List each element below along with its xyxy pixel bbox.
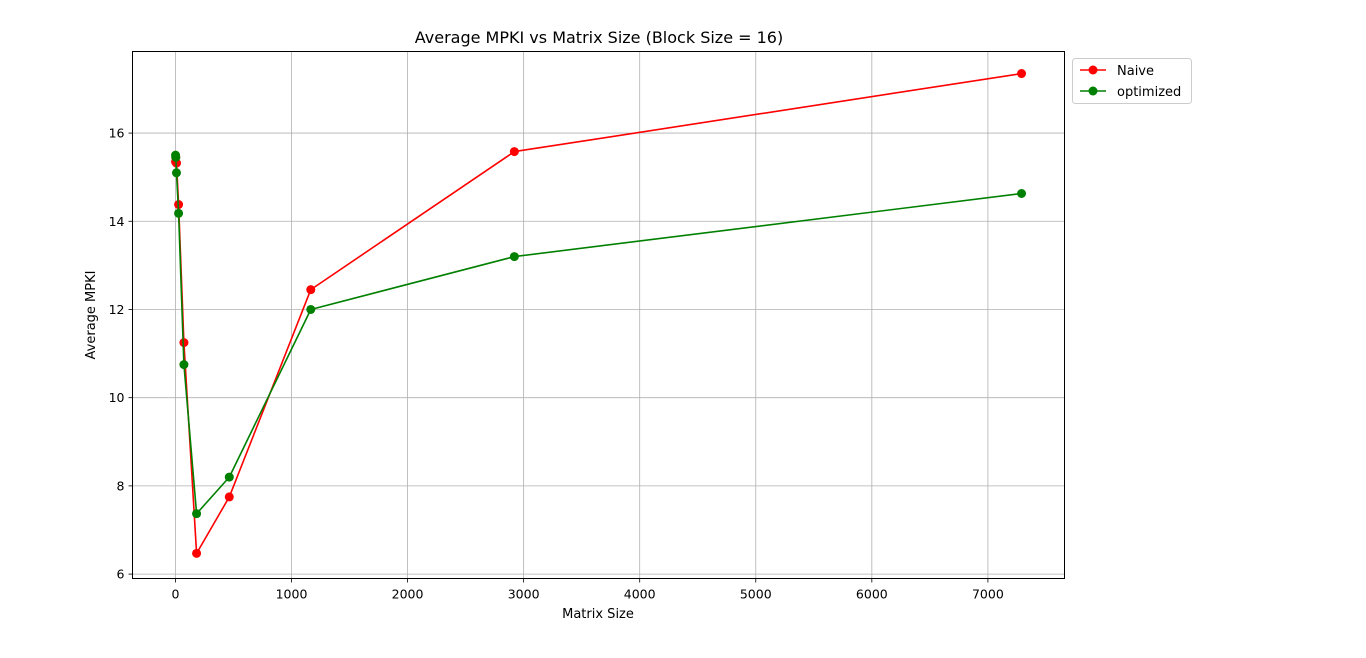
y-tick-label: 10 [109, 390, 125, 405]
x-tick-label: 3000 [508, 587, 540, 602]
x-tick-label: 1000 [276, 587, 308, 602]
legend: Naive optimized [1072, 58, 1192, 104]
plot-frame [132, 51, 1065, 579]
data-point-naive [1017, 69, 1027, 79]
x-tick-label: 0 [171, 587, 179, 602]
data-point-optimized [171, 168, 181, 178]
x-axis-label: Matrix Size [562, 607, 634, 622]
data-point-optimized [171, 152, 181, 162]
legend-label-optimized: optimized [1117, 85, 1181, 100]
legend-label-naive: Naive [1117, 64, 1154, 79]
data-point-naive [224, 492, 234, 502]
series-layer [171, 69, 1027, 558]
data-point-naive [306, 285, 316, 295]
y-tick-label: 8 [117, 478, 125, 493]
data-point-optimized [174, 208, 184, 218]
x-tick-label: 6000 [856, 587, 888, 602]
ticks: 0 1000 2000 3000 4000 5000 6000 7000 6 8 10 12 14 16 [109, 126, 1004, 602]
y-tick-label: 14 [109, 214, 125, 229]
data-point-optimized [509, 252, 519, 262]
data-point-optimized [192, 509, 202, 519]
data-point-optimized [224, 472, 234, 482]
y-tick-label: 6 [117, 567, 125, 582]
data-point-optimized [306, 304, 316, 314]
series-line-optimized [174, 155, 1022, 515]
series-line-naive [174, 72, 1022, 555]
y-tick-label: 12 [109, 302, 125, 317]
x-tick-label: 7000 [972, 587, 1004, 602]
data-point-optimized [179, 360, 189, 370]
legend-marker-optimized [1088, 86, 1098, 96]
x-tick-label: 4000 [624, 587, 656, 602]
y-axis-label: Average MPKI [84, 271, 99, 360]
x-tick-label: 5000 [740, 587, 772, 602]
data-point-naive [509, 147, 519, 157]
legend-marker-naive [1088, 65, 1098, 75]
grid [132, 51, 1065, 579]
data-point-optimized [1017, 189, 1027, 199]
chart-title: Average MPKI vs Matrix Size (Block Size … [415, 28, 783, 47]
x-tick-label: 2000 [392, 587, 424, 602]
data-point-naive [192, 548, 202, 558]
y-tick-label: 16 [109, 126, 125, 141]
